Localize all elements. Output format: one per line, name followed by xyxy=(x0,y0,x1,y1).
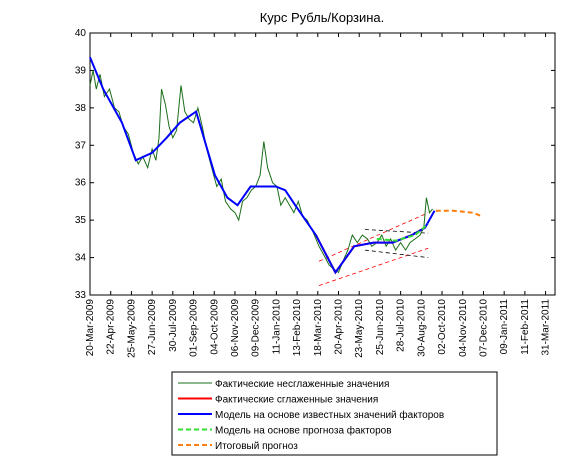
x-tick-label: 25-Jun-2010 xyxy=(375,299,386,356)
x-tick-label: 23-May-2010 xyxy=(354,299,365,358)
channel-line xyxy=(364,249,429,258)
channel-line xyxy=(318,212,429,262)
series-line xyxy=(435,209,483,218)
y-tick-label: 34 xyxy=(75,253,87,264)
x-tick-label: 09-Dec-2009 xyxy=(251,299,262,357)
x-tick-label: 28-Jul-2010 xyxy=(396,299,407,352)
legend xyxy=(171,371,498,456)
x-tick-label: 07-Dec-2010 xyxy=(478,299,489,357)
legend-label: Фактические несглаженные значения xyxy=(215,379,389,390)
legend-label: Модель на основе прогноза факторов xyxy=(215,425,392,437)
channel-line xyxy=(318,247,429,286)
x-tick-label: 31-Mar-2011 xyxy=(541,299,552,356)
x-tick-label: 13-Feb-2010 xyxy=(292,299,303,357)
legend-label: Модель на основе известных значений факт… xyxy=(215,409,444,421)
series-line xyxy=(376,223,429,242)
x-tick-label: 09-Jan-2011 xyxy=(499,299,510,355)
x-tick-label: 06-Nov-2009 xyxy=(230,299,241,357)
y-tick-label: 33 xyxy=(75,290,87,301)
y-tick-label: 40 xyxy=(75,28,87,39)
x-tick-label: 01-Sep-2009 xyxy=(189,299,200,357)
y-tick-label: 38 xyxy=(75,103,87,114)
x-tick-label: 18-Mar-2010 xyxy=(313,299,324,357)
series-line xyxy=(89,56,436,275)
x-tick-label: 20-Mar-2009 xyxy=(85,299,96,357)
x-tick-label: 30-Aug-2010 xyxy=(416,299,427,357)
x-tick-label: 02-Oct-2010 xyxy=(437,299,448,355)
y-tick-label: 39 xyxy=(75,65,87,76)
y-tick-label: 35 xyxy=(75,215,87,226)
x-tick-label: 11-Feb-2011 xyxy=(520,299,531,355)
x-tick-label: 27-Jun-2009 xyxy=(147,299,158,356)
x-tick-label: 22-Apr-2009 xyxy=(106,299,117,355)
x-tick-label: 20-Apr-2010 xyxy=(334,299,345,355)
x-tick-label: 30-Jul-2009 xyxy=(168,299,179,352)
legend-label: Итоговый прогноз xyxy=(215,441,298,452)
y-tick-label: 37 xyxy=(75,140,87,151)
plot-frame xyxy=(89,32,556,296)
x-tick-label: 25-May-2009 xyxy=(126,299,137,358)
x-tick-label: 11-Jan-2010 xyxy=(271,299,282,355)
chart-title: Курс Рубль/Корзина. xyxy=(260,10,385,25)
legend-label: Фактические сглаженные значения xyxy=(215,395,378,406)
x-tick-label: 04-Nov-2010 xyxy=(458,299,469,357)
x-tick-label: 04-Oct-2009 xyxy=(209,299,220,355)
y-tick-label: 36 xyxy=(75,178,87,189)
